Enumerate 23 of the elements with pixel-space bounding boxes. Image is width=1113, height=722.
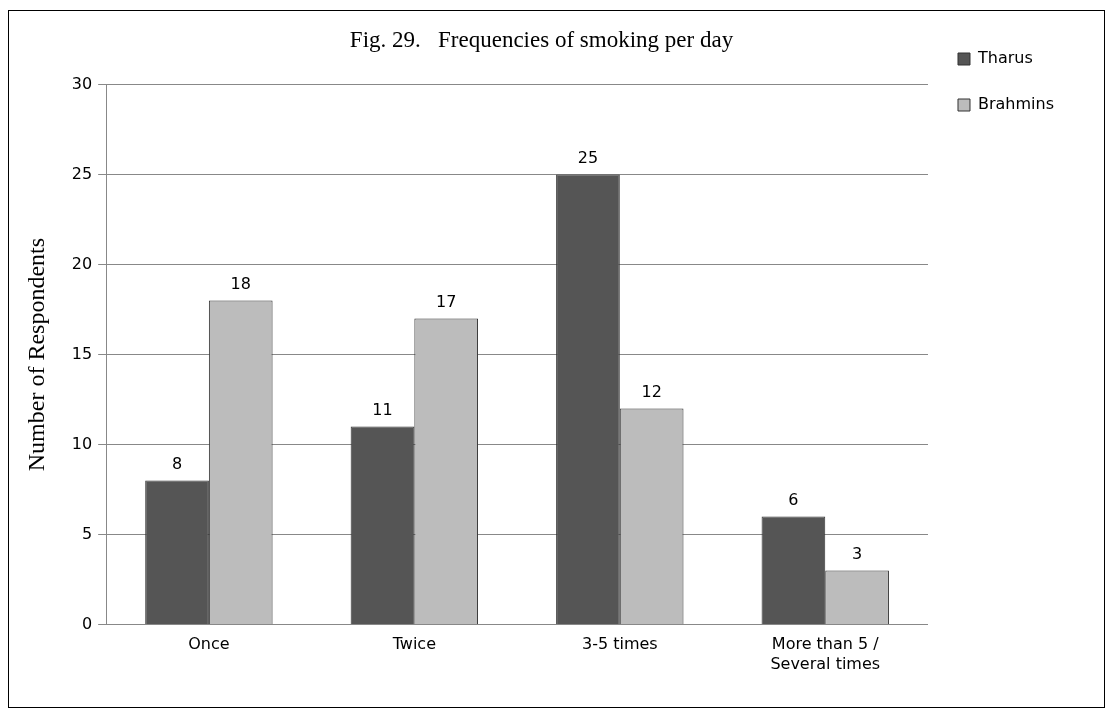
legend-label: Tharus [976,48,1033,68]
y-axis-title: Number of Respondents [22,237,49,472]
x-tick-label: 3-5 times [581,634,658,654]
x-tick-label: Twice [391,634,436,654]
y-tick-label: 0 [81,613,93,633]
y-tick-label: 30 [71,73,93,93]
y-tick-label: 15 [71,343,93,363]
data-label: 6 [788,489,799,509]
data-label: 25 [577,147,599,167]
x-tick-label: Once [188,634,230,654]
data-label: 11 [372,399,393,419]
x-tick-label: More than 5 / Several times [770,634,881,673]
chart-title: Fig. 29. Frequencies of smoking per day [349,26,734,52]
y-tick-label: 10 [71,433,93,453]
y-tick-label: 20 [71,253,93,273]
data-label: 18 [230,273,251,293]
data-label: 17 [436,291,457,311]
data-label: 12 [641,381,662,401]
y-tick-label: 25 [71,163,93,183]
data-label: 8 [171,453,183,473]
legend-label: Brahmins [977,94,1055,114]
data-label: 3 [852,543,863,563]
y-tick-label: 5 [81,523,93,543]
